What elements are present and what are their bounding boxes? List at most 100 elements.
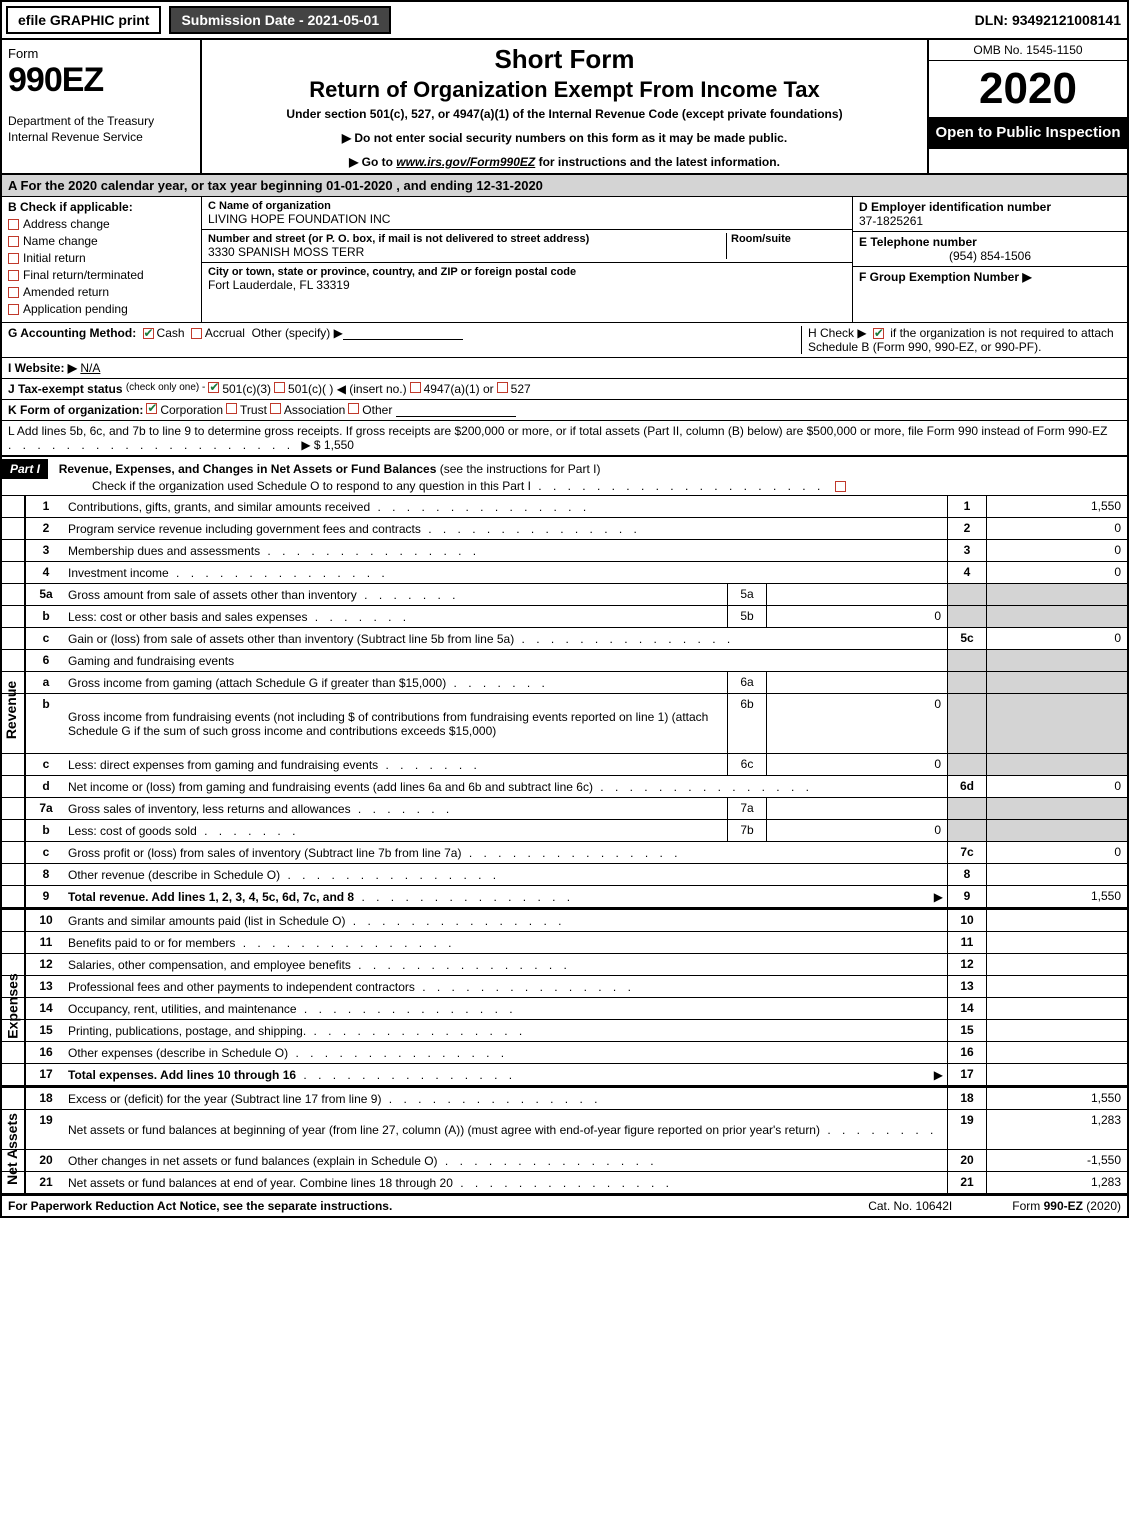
chk-accrual[interactable] <box>191 328 202 339</box>
rval-c <box>987 754 1127 775</box>
addr-label: Number and street (or P. O. box, if mail… <box>208 233 726 245</box>
assoc-label: Association <box>284 403 345 417</box>
line-num-a: a <box>26 672 66 693</box>
line-5a: 5aGross amount from sale of assets other… <box>2 584 1127 606</box>
527-label: 527 <box>511 382 531 396</box>
header-middle: Short Form Return of Organization Exempt… <box>202 40 927 173</box>
chk-527[interactable] <box>497 382 508 393</box>
other-specify-input[interactable] <box>343 326 463 340</box>
rnum-3: 3 <box>947 540 987 561</box>
rnum-15: 15 <box>947 1020 987 1041</box>
line-num-1: 1 <box>26 496 66 517</box>
chk-501c[interactable] <box>274 382 285 393</box>
chk-pending-label: Application pending <box>23 302 128 316</box>
line-12: 12Salaries, other compensation, and empl… <box>2 954 1127 976</box>
line-text-6: Gaming and fundraising events <box>66 650 947 671</box>
line-6: 6Gaming and fundraising events <box>2 650 1127 672</box>
line-num-10: 10 <box>26 910 66 931</box>
rnum-11: 11 <box>947 932 987 953</box>
side-netassets: Net Assets <box>4 1113 20 1185</box>
chk-cash[interactable] <box>143 328 154 339</box>
501c-label: 501(c)( ) <box>288 382 333 396</box>
line-text-5a: Gross amount from sale of assets other t… <box>66 584 727 605</box>
chk-initial[interactable]: Initial return <box>8 251 195 265</box>
chk-assoc[interactable] <box>270 403 281 414</box>
line-18: 18Excess or (deficit) for the year (Subt… <box>2 1088 1127 1110</box>
note-2: ▶ Go to www.irs.gov/Form990EZ for instru… <box>210 155 919 169</box>
chk-other[interactable] <box>348 403 359 414</box>
chk-amended-label: Amended return <box>23 285 109 299</box>
line-text-c: Gross profit or (loss) from sales of inv… <box>66 842 947 863</box>
side-expenses: Expenses <box>5 973 21 1038</box>
line-num-17: 17 <box>26 1064 66 1085</box>
line-num-d: d <box>26 776 66 797</box>
chk-corp[interactable] <box>146 403 157 414</box>
chk-trust[interactable] <box>226 403 237 414</box>
footer-right: Form 990-EZ (2020) <box>1012 1199 1121 1213</box>
open-public: Open to Public Inspection <box>929 117 1127 149</box>
line-text-d: Net income or (loss) from gaming and fun… <box>66 776 947 797</box>
accrual-label: Accrual <box>205 326 245 340</box>
subval-5a <box>767 584 947 605</box>
line-text-b: Less: cost or other basis and sales expe… <box>66 606 727 627</box>
row-gh: G Accounting Method: Cash Accrual Other … <box>2 323 1127 358</box>
chk-schedule-o[interactable] <box>835 481 846 492</box>
rnum-21: 21 <box>947 1172 987 1193</box>
rnum-c: 5c <box>947 628 987 649</box>
line-a: aGross income from gaming (attach Schedu… <box>2 672 1127 694</box>
rval-16 <box>987 1042 1127 1063</box>
line-15: 15Printing, publications, postage, and s… <box>2 1020 1127 1042</box>
line-num-19: 19 <box>26 1110 66 1149</box>
other-org-input[interactable] <box>396 403 516 417</box>
cash-label: Cash <box>157 326 185 340</box>
omb-label: OMB No. 1545-1150 <box>929 40 1127 61</box>
rval-21: 1,283 <box>987 1172 1127 1193</box>
org-name: LIVING HOPE FOUNDATION INC <box>208 212 390 226</box>
line-1: 1Contributions, gifts, grants, and simil… <box>2 496 1127 518</box>
chk-name[interactable]: Name change <box>8 234 195 248</box>
line-d: dNet income or (loss) from gaming and fu… <box>2 776 1127 798</box>
other-org-label: Other <box>362 403 392 417</box>
chk-final[interactable]: Final return/terminated <box>8 268 195 282</box>
rnum-b <box>947 606 987 627</box>
form-number: 990EZ <box>8 61 196 100</box>
line-14: 14Occupancy, rent, utilities, and mainte… <box>2 998 1127 1020</box>
line-text-10: Grants and similar amounts paid (list in… <box>66 910 947 931</box>
line-num-13: 13 <box>26 976 66 997</box>
line-c: cLess: direct expenses from gaming and f… <box>2 754 1127 776</box>
rval-17 <box>987 1064 1127 1085</box>
tel-value: (954) 854-1506 <box>859 249 1121 263</box>
rval-1: 1,550 <box>987 496 1127 517</box>
chk-final-label: Final return/terminated <box>23 268 144 282</box>
rval-b <box>987 820 1127 841</box>
rval-c: 0 <box>987 628 1127 649</box>
4947-label: 4947(a)(1) or <box>424 382 494 396</box>
chk-4947[interactable] <box>410 382 421 393</box>
b-label: Check if applicable: <box>20 200 133 214</box>
subval-a <box>767 672 947 693</box>
line-8: 8Other revenue (describe in Schedule O) … <box>2 864 1127 886</box>
submission-date-button[interactable]: Submission Date - 2021-05-01 <box>169 6 391 34</box>
line-num-c: c <box>26 842 66 863</box>
line-num-18: 18 <box>26 1088 66 1109</box>
tax-year: 2020 <box>929 61 1127 117</box>
org-addr: 3330 SPANISH MOSS TERR <box>208 245 364 259</box>
title-1: Short Form <box>210 44 919 75</box>
line-num-14: 14 <box>26 998 66 1019</box>
chk-amended[interactable]: Amended return <box>8 285 195 299</box>
line-text-b: Less: cost of goods sold . . . . . . . <box>66 820 727 841</box>
line-21: 21Net assets or fund balances at end of … <box>2 1172 1127 1194</box>
rnum-9: 9 <box>947 886 987 907</box>
chk-address[interactable]: Address change <box>8 217 195 231</box>
rnum-c: 7c <box>947 842 987 863</box>
line-text-9: Total revenue. Add lines 1, 2, 3, 4, 5c,… <box>66 886 947 907</box>
col-d: D Employer identification number 37-1825… <box>852 197 1127 322</box>
irs-link[interactable]: www.irs.gov/Form990EZ <box>396 155 535 169</box>
chk-501c3[interactable] <box>208 382 219 393</box>
efile-print-button[interactable]: efile GRAPHIC print <box>6 6 161 34</box>
chk-pending[interactable]: Application pending <box>8 302 195 316</box>
rval-19: 1,283 <box>987 1110 1127 1149</box>
subval-7a <box>767 798 947 819</box>
chk-h[interactable] <box>873 328 884 339</box>
line-num-c: c <box>26 628 66 649</box>
